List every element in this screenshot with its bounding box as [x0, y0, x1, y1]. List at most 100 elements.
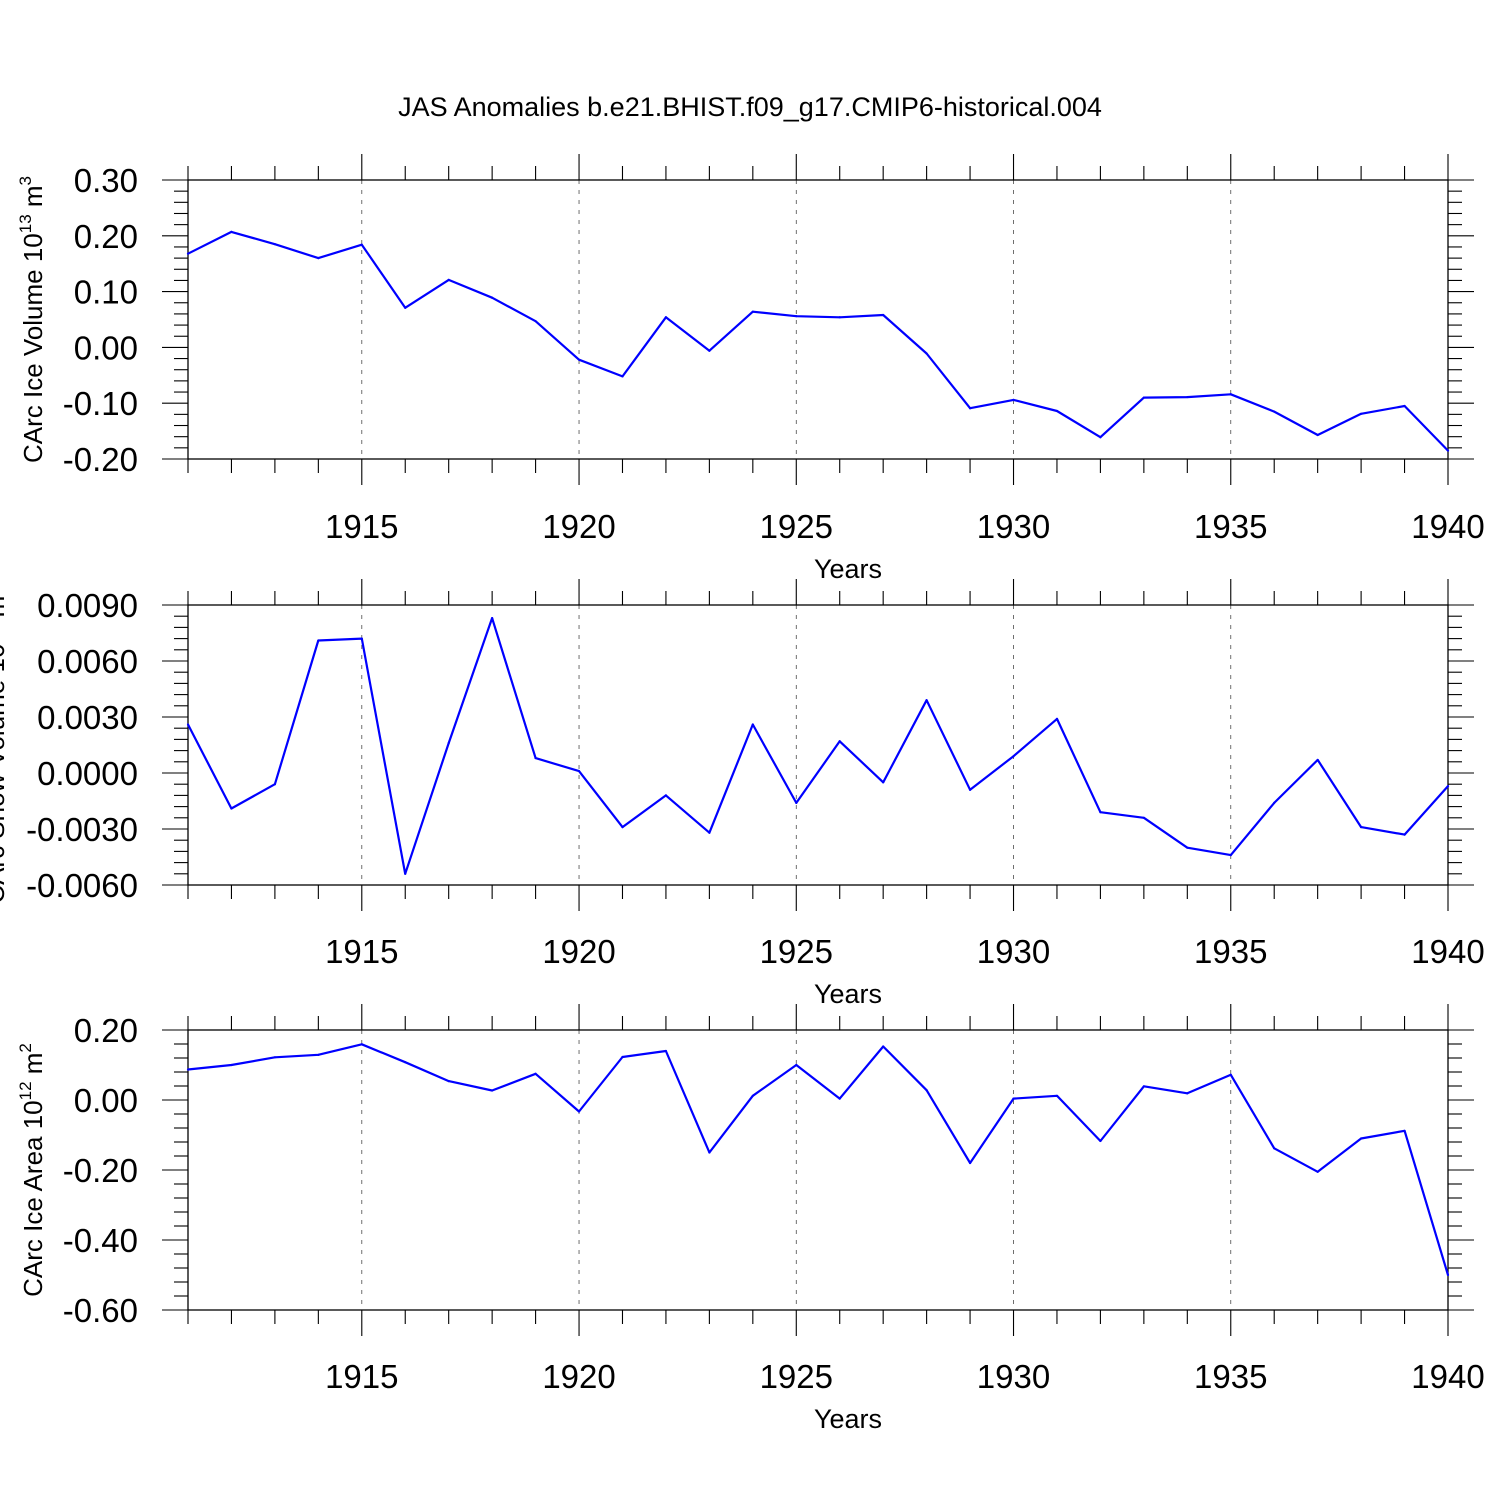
y-axis-label-ylabel-unit: m [18, 185, 48, 214]
data-point [1273, 410, 1276, 413]
data-point [1186, 846, 1189, 849]
data-point [317, 1053, 320, 1056]
plot-frame [187, 179, 1449, 460]
data-point [708, 1151, 711, 1154]
data-point [491, 616, 494, 620]
y-axis-label-ylabel-exp: 12 [16, 1081, 35, 1100]
y-tick-label: -0.0030 [26, 811, 138, 848]
data-point [795, 801, 798, 804]
y-axis-label-ylabel-exp: 13 [16, 214, 35, 233]
panel-3: 0.20 0.00 -0.20 -0.40 -0.60 1915 1920 1925 1930 1… [16, 1004, 1485, 1434]
data-point [1316, 433, 1319, 437]
series-line [187, 616, 1449, 875]
y-tick-label: -0.10 [63, 385, 138, 422]
data-point [1099, 811, 1102, 814]
y-axis-label-ylabel-unit: m [18, 1053, 48, 1082]
data-point [1360, 826, 1363, 829]
data-point [1142, 816, 1145, 819]
y-tick-label: 0.10 [74, 274, 138, 311]
data-point [1012, 398, 1015, 401]
y-axis-label: CArc Snow Volume 1013 m3 [0, 586, 10, 903]
data-point [1099, 1139, 1102, 1143]
data-point [186, 252, 190, 255]
data-point [317, 639, 320, 642]
data-point [751, 1094, 754, 1097]
data-point [1142, 396, 1145, 399]
data-point [795, 1063, 798, 1067]
x-tick-label: 1920 [542, 508, 615, 545]
data-point [447, 1080, 450, 1083]
x-tick-label: 1915 [325, 1358, 398, 1395]
data-point [534, 756, 537, 760]
series-line [187, 1043, 1450, 1276]
figure-title: JAS Anomalies b.e21.BHIST.f09_g17.CMIP6-… [398, 92, 1102, 122]
data-point [1055, 1094, 1059, 1097]
data-point [317, 257, 320, 260]
data-point [186, 723, 190, 726]
data-point [230, 1063, 233, 1067]
data-point [621, 375, 624, 378]
y-tick-label: 0.0060 [37, 643, 138, 680]
data-point [360, 1043, 363, 1046]
x-tick-label: 1920 [542, 933, 615, 970]
x-tick-label: 1915 [325, 508, 398, 545]
data-point [186, 1068, 190, 1071]
data-point [664, 794, 668, 797]
y-tick-label: 0.20 [74, 218, 138, 255]
data-point [273, 783, 276, 786]
data-point [1360, 1137, 1363, 1140]
data-point [491, 1089, 494, 1092]
data-point [708, 349, 711, 352]
data-point [1446, 784, 1450, 788]
y-tick-label: 0.0000 [37, 755, 138, 792]
y-axis-label-ylabel-main: CArc Ice Volume 10 [18, 233, 48, 463]
x-tick-label: 1920 [542, 1358, 615, 1395]
y-axis-label-ylabel-main: CArc Snow Volume 10 [0, 644, 10, 904]
x-tick-label: 1925 [760, 933, 833, 970]
data-point [621, 826, 624, 829]
data-point [1012, 1097, 1015, 1100]
data-point [404, 872, 407, 875]
y-tick-label: 0.00 [74, 329, 138, 366]
plot-frame [187, 604, 1449, 886]
data-point [1099, 436, 1102, 439]
data-point [1142, 1085, 1145, 1088]
y-axis-label-ylabel-unit-exp: 3 [16, 176, 35, 185]
data-point [1446, 449, 1450, 452]
y-tick-label: 0.30 [74, 162, 138, 199]
series-line [187, 230, 1449, 452]
data-point [447, 742, 450, 745]
data-point [577, 358, 581, 361]
data-point [273, 243, 276, 246]
data-point [1012, 755, 1015, 758]
data-point [925, 352, 928, 355]
data-point [1186, 395, 1189, 399]
panel-1: 0.30 0.20 0.10 0.00 -0.10 -0.20 1915 1920 1925 19… [16, 154, 1485, 584]
x-tick-label: 1935 [1194, 508, 1267, 545]
data-point [230, 807, 233, 810]
data-point [360, 637, 363, 640]
data-point [230, 230, 233, 233]
x-tick-label: 1940 [1411, 508, 1484, 545]
x-tick-label: 1930 [977, 508, 1050, 545]
x-tick-label: 1915 [325, 933, 398, 970]
y-axis-label-ylabel-unit-exp: 2 [16, 1043, 35, 1052]
y-tick-label: -0.20 [63, 1152, 138, 1189]
data-point [708, 831, 711, 834]
x-tick-label: 1930 [977, 1358, 1050, 1395]
data-point [1403, 833, 1406, 836]
y-tick-label: 0.0090 [37, 587, 138, 624]
data-point [838, 740, 841, 743]
data-point [925, 1089, 928, 1092]
data-point [1403, 404, 1406, 408]
x-tick-label: 1925 [760, 1358, 833, 1395]
x-axis-label: Years [814, 554, 882, 584]
data-point [577, 770, 581, 773]
data-point [621, 1055, 624, 1059]
data-point [664, 316, 668, 319]
data-point [1273, 801, 1276, 804]
y-axis-label-ylabel-unit: m [0, 596, 10, 625]
y-tick-label: 0.00 [74, 1082, 138, 1119]
x-axis-label: Years [814, 1404, 882, 1434]
x-tick-label: 1935 [1194, 933, 1267, 970]
